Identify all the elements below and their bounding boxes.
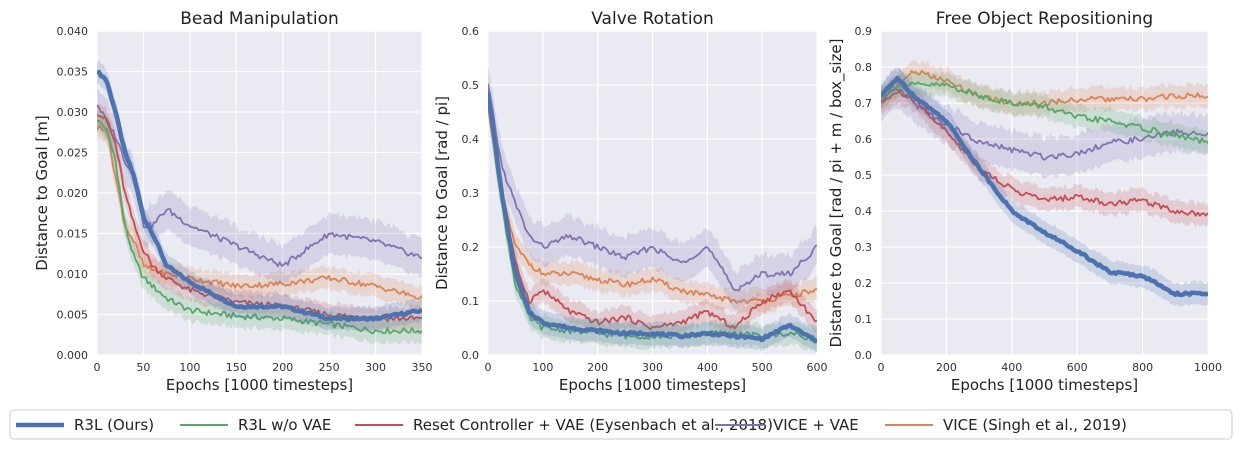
- chart-title: Bead Manipulation: [180, 9, 339, 29]
- y-tick-label: 0.4: [855, 205, 873, 218]
- x-tick-label: 500: [752, 361, 773, 374]
- series-line: [97, 119, 422, 335]
- confidence-band: [488, 65, 817, 311]
- y-axis-label: Distance to Goal [rad / pi]: [433, 96, 451, 290]
- y-tick-label: 0.2: [462, 241, 480, 254]
- y-tick-label: 0.010: [57, 268, 89, 281]
- y-tick-label: 0.030: [57, 106, 89, 119]
- y-tick-label: 0.9: [855, 25, 873, 38]
- confidence-band: [97, 59, 422, 332]
- series-line: [488, 93, 817, 331]
- y-tick-label: 0.4: [462, 133, 480, 146]
- y-tick-label: 0.0: [855, 349, 873, 362]
- legend-label: VICE + VAE: [773, 416, 859, 434]
- series-line: [881, 89, 1208, 217]
- confidence-band: [881, 67, 1208, 307]
- series-line: [488, 91, 817, 344]
- x-tick-label: 300: [642, 361, 663, 374]
- y-tick-label: 0.3: [855, 241, 873, 254]
- y-tick-label: 0.8: [855, 61, 873, 74]
- chart-title: Valve Rotation: [591, 9, 713, 29]
- series-line: [488, 83, 817, 292]
- x-tick-label: 200: [936, 361, 957, 374]
- series-line: [881, 81, 1208, 144]
- y-tick-label: 0.020: [57, 187, 89, 200]
- x-tick-label: 600: [1067, 361, 1088, 374]
- x-tick-label: 0: [485, 361, 492, 374]
- y-tick-label: 0.5: [855, 169, 873, 182]
- y-tick-label: 0.000: [57, 349, 89, 362]
- y-tick-label: 0.1: [462, 295, 480, 308]
- legend-label: R3L (Ours): [74, 416, 154, 434]
- subplot-1: 0 100 200 300 400 500 600 0.0 0.1 0.2 0.3 0.4 0.5 0.6…: [433, 9, 828, 394]
- x-tick-label: 350: [412, 361, 433, 374]
- y-tick-label: 0.2: [855, 277, 873, 290]
- series-line: [881, 75, 1208, 298]
- series-line: [488, 102, 817, 342]
- y-tick-label: 0.035: [57, 66, 89, 79]
- confidence-band: [881, 67, 1208, 180]
- x-tick-label: 0: [878, 361, 885, 374]
- series-layer: [97, 59, 422, 345]
- x-tick-label: 600: [807, 361, 828, 374]
- y-tick-label: 0.5: [462, 79, 480, 92]
- series-layer: [881, 60, 1208, 307]
- confidence-band: [881, 60, 1208, 117]
- x-tick-label: 800: [1132, 361, 1153, 374]
- x-tick-label: 100: [532, 361, 553, 374]
- x-tick-label: 200: [587, 361, 608, 374]
- series-line: [97, 104, 422, 268]
- x-tick-label: 100: [179, 361, 200, 374]
- legend-label: Reset Controller + VAE (Eysenbach et al.…: [413, 416, 773, 434]
- x-axis-label: Epochs [1000 timesteps]: [166, 376, 353, 394]
- y-tick-label: 0.040: [57, 25, 89, 38]
- series-line: [881, 69, 1208, 107]
- confidence-band: [97, 110, 422, 345]
- chart-title: Free Object Repositioning: [936, 9, 1153, 29]
- y-tick-label: 0.7: [855, 97, 873, 110]
- x-axis-label: Epochs [1000 timesteps]: [559, 376, 746, 394]
- legend-box: [9, 409, 1233, 440]
- x-tick-label: 250: [319, 361, 340, 374]
- series-line: [97, 125, 422, 300]
- y-axis-label: Distance to Goal [m]: [33, 115, 51, 270]
- subplot-2: 0 200 400 600 800 1000 0.0 0.1 0.2 0.3 0.4 0.5 0.6 0.…: [827, 9, 1222, 394]
- legend-label: VICE (Singh et al., 2019): [943, 416, 1127, 434]
- y-tick-label: 0.015: [57, 228, 89, 241]
- x-tick-label: 400: [1001, 361, 1022, 374]
- series-line: [97, 69, 422, 323]
- x-tick-label: 0: [94, 361, 101, 374]
- x-tick-label: 200: [272, 361, 293, 374]
- legend-label: R3L w/o VAE: [238, 416, 331, 434]
- y-tick-label: 0.1: [855, 313, 873, 326]
- x-tick-label: 1000: [1194, 361, 1222, 374]
- y-tick-label: 0.6: [855, 133, 873, 146]
- y-tick-label: 0.025: [57, 147, 89, 160]
- y-tick-label: 0.0: [462, 349, 480, 362]
- y-tick-label: 0.6: [462, 25, 480, 38]
- x-tick-label: 150: [226, 361, 247, 374]
- x-axis-label: Epochs [1000 timesteps]: [951, 376, 1138, 394]
- x-tick-label: 300: [365, 361, 386, 374]
- subplot-0: 0 50 100 150 200 250 300 350 0.000 0.005 0.010 0.01…: [33, 9, 433, 394]
- x-tick-label: 400: [697, 361, 718, 374]
- series-layer: [488, 65, 817, 353]
- y-axis-label: Distance to Goal [rad / pi + m / box_siz…: [827, 39, 846, 348]
- x-tick-label: 50: [136, 361, 150, 374]
- legend: R3L (Ours) R3L w/o VAE Reset Controller + …: [9, 409, 1233, 440]
- series-line: [881, 87, 1208, 161]
- y-tick-label: 0.005: [57, 309, 89, 322]
- y-tick-label: 0.3: [462, 187, 480, 200]
